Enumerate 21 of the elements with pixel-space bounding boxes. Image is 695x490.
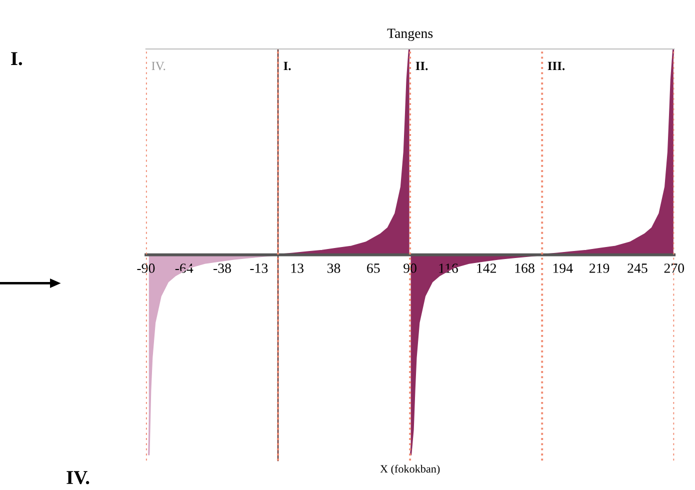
x-tick-label: -38 — [214, 264, 231, 273]
x-tick-label: 13 — [291, 264, 304, 273]
x-tick-label: 219 — [590, 264, 610, 273]
x-tick-label: -13 — [250, 264, 268, 273]
x-tick-label: 194 — [553, 264, 573, 273]
annotation: I. — [284, 62, 291, 70]
x-axis-title: X (fokokban) — [380, 464, 440, 475]
x-tick-label: -90 — [137, 264, 155, 273]
x-tick-label: 90 — [404, 264, 416, 273]
x-tick-label: 65 — [367, 264, 380, 273]
x-tick-label: 168 — [515, 264, 534, 273]
x-tick-label: 142 — [477, 264, 496, 273]
annotation: II. — [416, 62, 428, 70]
x-tick-label: 245 — [628, 264, 648, 273]
text: IV. — [66, 471, 90, 484]
text: I. — [11, 52, 22, 66]
x-tick-label: 270 — [664, 264, 684, 273]
annotation: IV. — [152, 62, 166, 70]
chart-title: Tangens — [387, 28, 433, 41]
annotation: III. — [548, 62, 565, 70]
x-tick-label: 38 — [327, 264, 340, 273]
